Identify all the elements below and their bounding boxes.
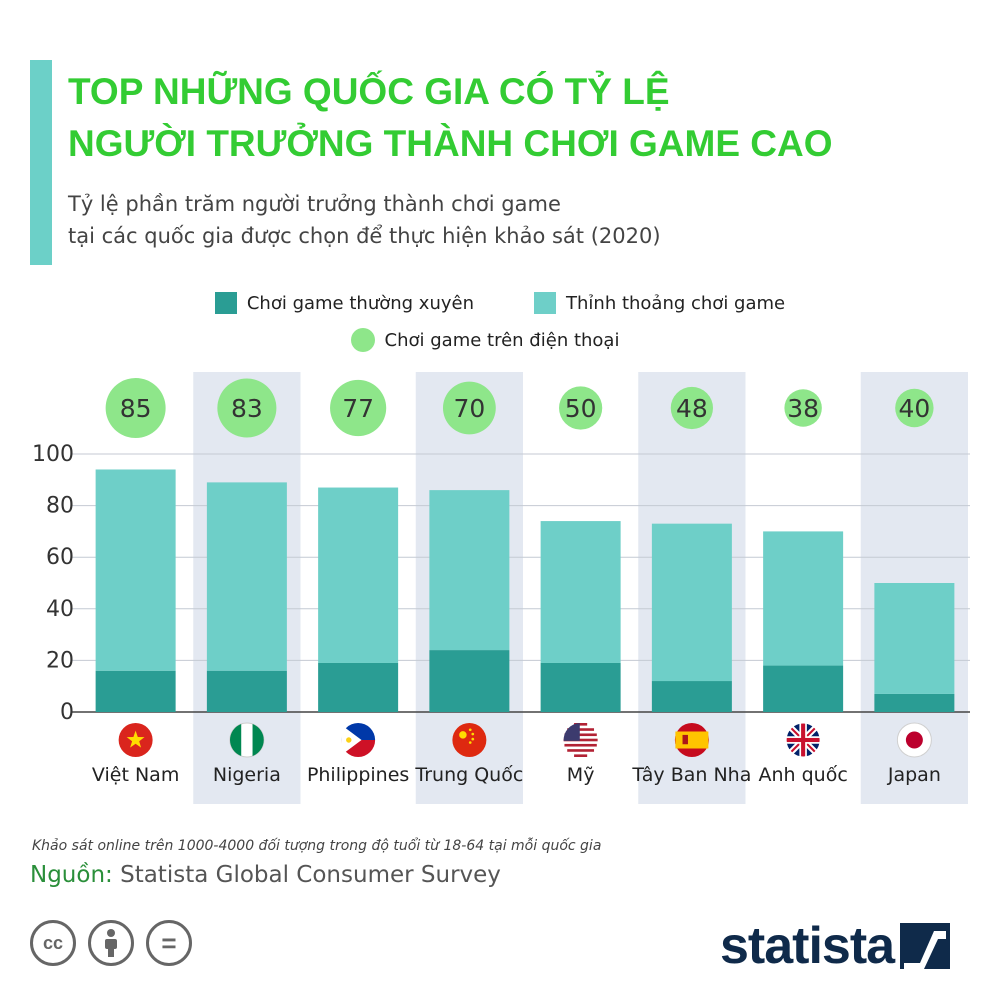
- y-tick-label: 20: [46, 648, 74, 673]
- mobile-bubble-3: [442, 381, 496, 435]
- mobile-bubble-7: [895, 388, 934, 428]
- category-label: Philippines: [307, 764, 409, 786]
- flag-stripe: [564, 743, 597, 747]
- flag-star: [459, 731, 467, 739]
- flag-stripe: [567, 728, 595, 731]
- subtitle-line-1: Tỷ lệ phần trăm người trưởng thành chơi …: [68, 192, 561, 216]
- flag-canton: [563, 723, 580, 741]
- mobile-value-label: 83: [231, 394, 263, 423]
- category-label: Mỹ: [567, 764, 595, 786]
- flag-stripe: [563, 738, 598, 742]
- bar-occasional-3: [429, 490, 510, 651]
- bar-regular-7: [874, 693, 955, 712]
- category-label: Nigeria: [213, 764, 281, 786]
- chart-subtitle: Tỷ lệ phần trăm người trưởng thành chơi …: [68, 188, 968, 252]
- y-tick-label: 60: [46, 545, 74, 570]
- creative-commons-icon[interactable]: cc: [30, 920, 76, 966]
- chart-title: TOP NHỮNG QUỐC GIA CÓ TỶ LỆ NGƯỜI TRƯỞNG…: [68, 66, 968, 170]
- legend-swatch-occasional: [534, 292, 556, 314]
- flag-emblem: [682, 734, 688, 745]
- license-icons: cc =: [30, 920, 192, 966]
- title-line-2: NGƯỜI TRƯỞNG THÀNH CHƠI GAME CAO: [68, 123, 833, 164]
- title-line-1: TOP NHỮNG QUỐC GIA CÓ TỶ LỆ: [68, 71, 670, 112]
- legend-label-occasional: Thỉnh thoảng chơi game: [566, 292, 786, 314]
- flag-star: [126, 730, 145, 748]
- source-line: Nguồn: Statista Global Consumer Survey: [30, 862, 501, 888]
- bar-regular-1: [206, 670, 287, 712]
- legend-row-1: Chơi game thường xuyên Thỉnh thoảng chơi…: [0, 292, 1000, 314]
- no-derivatives-icon[interactable]: =: [146, 920, 192, 966]
- category-label: Việt Nam: [92, 764, 179, 786]
- bar-occasional-2: [318, 487, 399, 663]
- mobile-value-label: 38: [787, 394, 819, 423]
- mobile-bubble-4: [559, 386, 603, 430]
- flag-stripe: [230, 724, 242, 756]
- mobile-value-label: 40: [898, 394, 930, 423]
- source-label: Nguồn:: [30, 862, 113, 888]
- mobile-value-label: 77: [342, 394, 374, 423]
- y-tick-label: 100: [32, 442, 74, 467]
- flag-stripe: [564, 733, 597, 737]
- flag-small-star: [468, 741, 472, 744]
- y-tick-label: 40: [46, 597, 74, 622]
- category-label: Anh quốc: [758, 764, 847, 786]
- mobile-bubble-2: [330, 379, 387, 437]
- legend-item-mobile: Chơi game trên điện thoại: [350, 328, 620, 352]
- legend-item-occasional: Thỉnh thoảng chơi game: [534, 292, 785, 314]
- mobile-value-label: 85: [120, 394, 152, 423]
- survey-note: Khảo sát online trên 1000-4000 đối tượng…: [32, 838, 602, 854]
- legend-label-mobile: Chơi game trên điện thoại: [384, 329, 620, 351]
- bar-regular-5: [651, 681, 732, 712]
- flag-stripe: [567, 749, 595, 752]
- mobile-value-label: 50: [565, 394, 597, 423]
- bar-occasional-7: [874, 583, 955, 694]
- source-text: Statista Global Consumer Survey: [112, 862, 501, 888]
- category-label: Trung Quốc: [414, 764, 523, 786]
- flag-stripe: [675, 731, 709, 749]
- bar-occasional-4: [540, 521, 621, 663]
- flag-small-star: [471, 737, 475, 741]
- flag-china-icon: [452, 723, 487, 757]
- statista-logo-mark-icon: [900, 923, 951, 969]
- category-label: Japan: [887, 764, 941, 786]
- flag-sun: [905, 731, 923, 749]
- legend-dot-mobile: [350, 328, 375, 352]
- y-tick-label: 80: [46, 494, 74, 519]
- bar-regular-3: [429, 650, 510, 712]
- bar-regular-4: [540, 662, 621, 712]
- category-label: Tây Ban Nha: [631, 764, 751, 786]
- legend-item-regular: Chơi game thường xuyên: [214, 292, 474, 314]
- legend-label-regular: Chơi game thường xuyên: [246, 292, 474, 314]
- legend-swatch-regular: [214, 292, 237, 314]
- bar-occasional-5: [651, 523, 732, 682]
- stacked-bar-chart: 0 20 40 60 80 100 85 Việt Nam 83 Nigeria 77 Philipp…: [32, 372, 970, 804]
- y-tick-label: 0: [60, 700, 74, 725]
- mobile-value-label: 70: [453, 394, 485, 423]
- flag-stripe: [574, 754, 588, 757]
- mobile-bubble-5: [670, 386, 713, 430]
- flag-small-star: [471, 732, 475, 736]
- statista-logo-text: statista: [720, 917, 895, 975]
- mobile-bubble-1: [217, 378, 277, 438]
- subtitle-line-2: tại các quốc gia được chọn để thực hiện …: [68, 224, 661, 248]
- flag-rim: [785, 722, 821, 758]
- bar-occasional-1: [206, 482, 287, 671]
- flag-sun: [346, 737, 352, 743]
- flag-cross-red: [801, 723, 806, 757]
- legend-row-2: Chơi game trên điện thoại: [0, 328, 1000, 352]
- bar-regular-6: [763, 665, 844, 712]
- flag-small-star: [468, 728, 472, 732]
- bar-occasional-0: [95, 469, 176, 671]
- bar-regular-0: [95, 670, 176, 712]
- bar-regular-2: [318, 662, 399, 712]
- flag-stripe: [574, 723, 588, 726]
- flag-stripe: [252, 724, 264, 756]
- accent-bar: [30, 60, 52, 265]
- mobile-value-label: 48: [676, 394, 708, 423]
- attribution-icon[interactable]: [88, 920, 134, 966]
- mobile-bubble-6: [784, 389, 822, 427]
- mobile-bubble-0: [105, 378, 166, 438]
- statista-logo[interactable]: statista: [720, 917, 951, 975]
- bar-occasional-6: [763, 531, 844, 666]
